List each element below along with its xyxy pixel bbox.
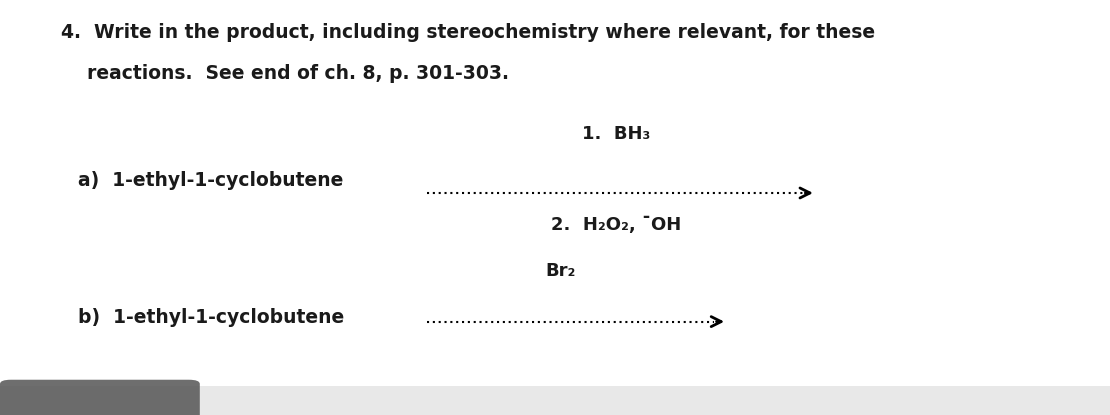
Text: 4.  Write in the product, including stereochemistry where relevant, for these: 4. Write in the product, including stere… [61, 23, 875, 42]
Text: a)  1-ethyl-1-cyclobutene: a) 1-ethyl-1-cyclobutene [78, 171, 343, 190]
Text: reactions.  See end of ch. 8, p. 301-303.: reactions. See end of ch. 8, p. 301-303. [61, 64, 509, 83]
Text: Br₂: Br₂ [545, 262, 576, 280]
Text: 1.  BH₃: 1. BH₃ [582, 125, 650, 143]
FancyBboxPatch shape [0, 0, 1110, 386]
FancyBboxPatch shape [0, 380, 200, 415]
Text: b)  1-ethyl-1-cyclobutene: b) 1-ethyl-1-cyclobutene [78, 308, 344, 327]
Text: 2.  H₂O₂, ¯OH: 2. H₂O₂, ¯OH [551, 216, 682, 234]
